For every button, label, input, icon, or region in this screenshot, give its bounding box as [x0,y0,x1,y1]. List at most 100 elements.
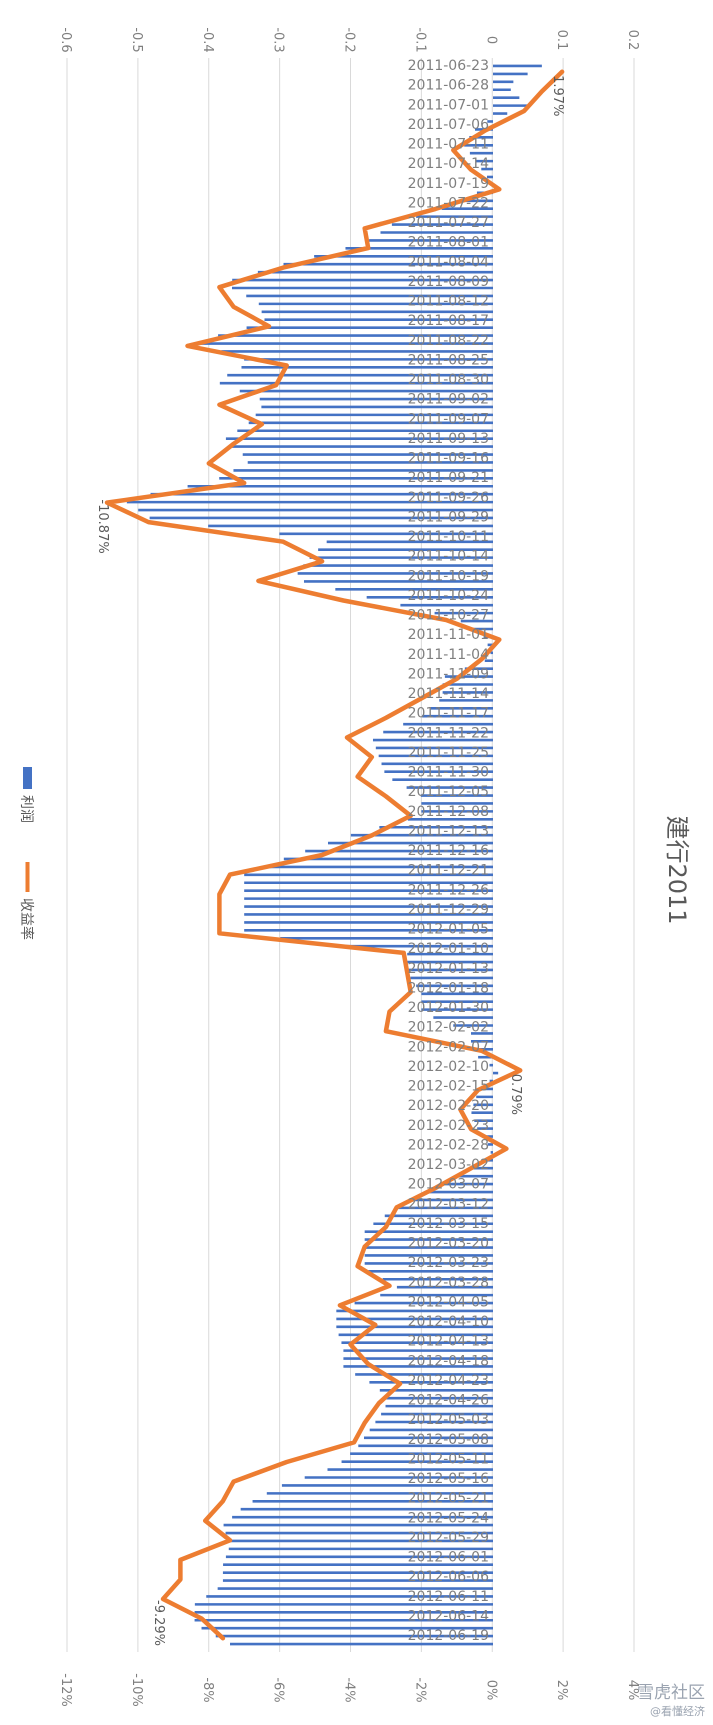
category-label: 2011-12-05 [408,784,489,800]
category-label: 2011-09-02 [408,392,489,408]
secondary-tick-label: -2% [412,1677,427,1702]
legend-swatch-profit [23,767,32,789]
category-label: 2011-09-13 [408,431,489,447]
category-label: 2011-11-04 [408,647,489,663]
chart-title: 建行2011 [663,815,691,924]
category-label: 2012-04-18 [408,1353,489,1369]
category-label: 2012-04-26 [408,1393,489,1409]
category-label: 2011-09-26 [408,490,489,506]
primary-tick-label: -0.1 [412,27,427,52]
category-label: 2012-01-10 [408,941,489,957]
category-label: 2012-02-07 [408,1039,489,1055]
category-label: 2012-02-23 [408,1118,489,1134]
category-label: 2012-03-28 [408,1275,489,1291]
category-label: 2011-06-23 [408,58,489,74]
category-label: 2011-10-14 [408,549,489,565]
category-label: 2011-08-04 [408,254,489,270]
primary-tick: -0.6 [58,27,73,52]
primary-tick: -0.5 [129,27,144,52]
primary-tick: 0.1 [554,30,569,51]
category-label: 2012-03-15 [408,1216,489,1232]
secondary-tick-label: 0% [483,1680,498,1701]
data-label-text: -9.29% [151,1600,166,1646]
data-label: -9.29% [151,1600,166,1646]
category-label: 2012-05-29 [408,1530,489,1546]
primary-tick-label: 0.2 [625,30,640,51]
series-line [104,69,565,1641]
category-label: 2012-02-15 [408,1079,489,1095]
category-label: 2012-05-03 [408,1412,489,1428]
category-label: 2011-11-30 [408,765,489,781]
category-label: 2011-10-27 [408,608,489,624]
data-label-text: -10.87% [95,499,110,553]
category-labels: 2011-06-23 2011-06-28 2011-07-01 2011-07-06… [408,58,489,1644]
secondary-tick-label: -6% [271,1677,286,1702]
primary-tick-label: -0.5 [129,27,144,52]
secondary-tick: -8% [200,1677,215,1702]
data-label-text: 0.79% [508,1074,523,1115]
category-label: 2012-02-20 [408,1098,489,1114]
category-label: 2011-09-16 [408,451,489,467]
category-label: 2011-10-24 [408,588,489,604]
category-label: 2012-02-02 [408,1020,489,1036]
legend: 利润 收益率 [18,767,35,940]
secondary-tick-label: -8% [200,1677,215,1702]
primary-tick-label: -0.2 [342,27,357,52]
category-label: 2011-11-01 [408,627,489,643]
category-label: 2012-06-14 [408,1608,489,1624]
category-label: 2011-07-01 [408,97,489,113]
secondary-tick-label: -10% [129,1673,144,1707]
category-label: 2011-08-22 [408,333,489,349]
category-label: 2011-12-13 [408,823,489,839]
category-label: 2012-06-11 [408,1589,489,1605]
category-label: 2011-11-22 [408,725,489,741]
secondary-tick: -12% [58,1673,73,1707]
category-label: 2011-08-25 [408,352,489,368]
secondary-tick: -6% [271,1677,286,1702]
category-label: 2012-05-08 [408,1432,489,1448]
line-series-return [104,69,565,1641]
category-label: 2011-10-11 [408,529,489,545]
gridlines [66,58,635,1652]
category-label: 2011-07-14 [408,156,489,172]
category-label: 2011-07-22 [408,195,489,211]
category-label: 2011-07-11 [408,137,489,153]
category-label: 2012-01-30 [408,1000,489,1016]
category-label: 2012-03-02 [408,1157,489,1173]
category-label: 2012-05-24 [408,1510,489,1526]
category-label: 2012-05-21 [408,1491,489,1507]
category-label: 2011-08-01 [408,235,489,251]
secondary-tick: -4% [342,1677,357,1702]
secondary-tick-label: -12% [58,1673,73,1707]
axis-tick-labels: -0.6 -0.5 -0.4 -0.3 -0.2 -0.1 0 0.1 0.2 -12% -10% -… [58,27,640,1706]
primary-tick-label: -0.3 [271,27,286,52]
category-label: 2012-03-12 [408,1196,489,1212]
watermark-sub: @看懂经济 [650,1705,705,1718]
secondary-tick: 2% [554,1680,569,1701]
category-label: 2011-11-14 [408,686,489,702]
category-label: 2011-08-30 [408,372,489,388]
category-label: 2012-03-07 [408,1177,489,1193]
category-label: 2011-08-17 [408,313,489,329]
category-label: 2011-11-25 [408,745,489,761]
category-label: 2011-09-07 [408,411,489,427]
primary-tick-label: -0.4 [200,27,215,52]
data-label: 1.97% [550,75,565,116]
data-label-text: 1.97% [550,75,565,116]
category-label: 2011-12-26 [408,882,489,898]
category-label: 2012-04-13 [408,1334,489,1350]
category-label: 2012-06-06 [408,1569,489,1585]
category-label: 2012-04-05 [408,1294,489,1310]
category-label: 2012-03-20 [408,1236,489,1252]
secondary-tick: -10% [129,1673,144,1707]
legend-label-profit: 利润 [18,795,34,823]
secondary-tick: -2% [412,1677,427,1702]
category-label: 2012-03-23 [408,1255,489,1271]
watermark-logo: 雪虎社区 [637,1683,705,1703]
category-label: 2012-06-01 [408,1550,489,1566]
category-label: 2012-01-05 [408,922,489,938]
secondary-tick-label: 2% [554,1680,569,1701]
category-label: 2011-09-29 [408,509,489,525]
category-label: 2012-04-23 [408,1373,489,1389]
